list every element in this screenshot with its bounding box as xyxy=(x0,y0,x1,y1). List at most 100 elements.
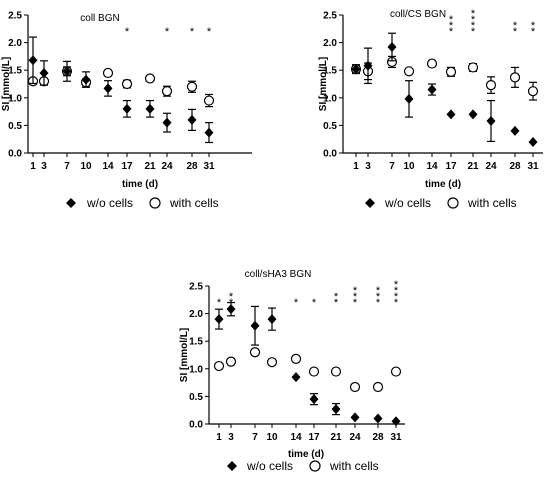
legend-circle-marker xyxy=(149,197,161,209)
point-w-o-cells xyxy=(486,115,496,126)
significance-star: * xyxy=(449,20,454,32)
point-with-cells xyxy=(121,78,133,90)
x-tick-label: 1 xyxy=(353,161,359,172)
legend: w/o cells with cells xyxy=(365,196,517,210)
x-axis-label: time (d) xyxy=(425,179,461,190)
legend-label-w-o-cells: w/o cells xyxy=(86,196,133,210)
significance-star: * xyxy=(334,291,339,303)
point-w-o-cells xyxy=(28,55,38,66)
panel-title: coll BGN xyxy=(80,13,119,24)
point-with-cells xyxy=(445,66,457,77)
significance-star: * xyxy=(531,20,536,32)
point-w-o-cells xyxy=(468,109,478,120)
x-tick-label: 7 xyxy=(252,432,258,443)
y-tick-label: 0.5 xyxy=(189,392,203,403)
significance-star: * xyxy=(449,14,454,26)
x-tick-label: 7 xyxy=(389,161,395,172)
point-with-cells xyxy=(509,72,521,83)
y-tick-label: 0.5 xyxy=(323,121,337,132)
significance-star: * xyxy=(217,297,222,309)
x-tick-label: 17 xyxy=(121,161,133,172)
point-with-cells xyxy=(372,381,384,393)
x-tick-label: 24 xyxy=(161,161,173,172)
y-tick-label: 0.5 xyxy=(8,121,22,132)
significance-star: * xyxy=(471,20,476,32)
x-tick-label: 3 xyxy=(228,432,234,443)
point-with-cells xyxy=(308,366,320,377)
point-w-o-cells xyxy=(187,114,197,125)
point-with-cells xyxy=(330,366,342,377)
y-axis-label: SI [mmol/L] xyxy=(1,57,12,111)
point-with-cells xyxy=(485,80,497,91)
legend-diamond-marker xyxy=(66,198,76,208)
legend: w/o cells with cells xyxy=(227,459,379,473)
x-tick-label: 31 xyxy=(527,161,539,172)
panel-coll-cs-bgn: coll/CS BGN SI [mmol/L] time (d) 0.0 0.5 1… xyxy=(318,8,543,210)
significance-star: * xyxy=(294,297,299,309)
point-w-o-cells xyxy=(528,136,538,147)
significance-star: * xyxy=(165,26,170,38)
point-w-o-cells xyxy=(291,372,301,383)
significance-star: * xyxy=(513,26,518,38)
x-tick-label: 31 xyxy=(390,432,402,443)
y-tick-label: 2.5 xyxy=(189,282,203,293)
point-w-o-cells xyxy=(309,394,319,405)
point-w-o-cells xyxy=(427,84,437,95)
significance-star: * xyxy=(513,20,518,32)
x-tick-label: 14 xyxy=(426,161,438,172)
significance-star: * xyxy=(531,26,536,38)
y-tick-label: 1.0 xyxy=(8,93,22,104)
y-tick-label: 2.0 xyxy=(189,309,203,320)
point-w-o-cells xyxy=(350,412,360,423)
point-w-o-cells xyxy=(145,103,155,114)
legend-circle-marker xyxy=(447,197,459,209)
point-with-cells xyxy=(225,356,237,367)
x-tick-label: 21 xyxy=(330,432,342,443)
legend-label-w-o-cells: w/o cells xyxy=(384,196,431,210)
point-w-o-cells xyxy=(226,304,236,315)
x-tick-label: 3 xyxy=(41,161,47,172)
x-tick-label: 21 xyxy=(467,161,479,172)
significance-star: * xyxy=(353,291,358,303)
point-with-cells xyxy=(390,366,402,377)
significance-star: * xyxy=(229,291,234,303)
x-tick-label: 31 xyxy=(203,161,215,172)
y-tick-label: 2.0 xyxy=(323,38,337,49)
panel-title: coll/CS BGN xyxy=(390,9,446,20)
point-w-o-cells xyxy=(204,127,214,138)
point-with-cells xyxy=(144,73,156,84)
point-w-o-cells xyxy=(62,66,72,77)
point-with-cells xyxy=(102,67,114,79)
x-axis-label: time (d) xyxy=(288,449,324,460)
x-tick-label: 24 xyxy=(349,432,361,443)
point-with-cells xyxy=(349,381,361,393)
significance-star: * xyxy=(376,297,381,309)
point-with-cells xyxy=(213,360,225,372)
x-tick-label: 28 xyxy=(186,161,198,172)
x-tick-label: 24 xyxy=(485,161,497,172)
y-tick-label: 1.5 xyxy=(323,66,337,77)
significance-star: * xyxy=(334,297,339,309)
point-with-cells xyxy=(161,86,173,97)
x-tick-label: 28 xyxy=(509,161,521,172)
x-axis-label: time (d) xyxy=(122,179,158,190)
y-axis-label: SI [mmol/L] xyxy=(318,57,329,111)
x-tick-label: 7 xyxy=(64,161,70,172)
point-w-o-cells xyxy=(103,83,113,94)
point-with-cells xyxy=(186,81,198,92)
legend: w/o cells with cells xyxy=(66,196,219,210)
point-w-o-cells xyxy=(162,117,172,128)
point-w-o-cells xyxy=(510,125,520,136)
y-tick-label: 2.0 xyxy=(8,38,22,49)
significance-star: * xyxy=(125,26,130,38)
y-tick-label: 2.5 xyxy=(323,11,337,22)
point-w-o-cells xyxy=(81,74,91,85)
point-with-cells xyxy=(403,66,415,77)
significance-star: * xyxy=(353,285,358,297)
point-w-o-cells xyxy=(391,416,401,427)
significance-star: * xyxy=(190,26,195,38)
significance-star: * xyxy=(394,279,399,291)
point-w-o-cells xyxy=(373,413,383,424)
